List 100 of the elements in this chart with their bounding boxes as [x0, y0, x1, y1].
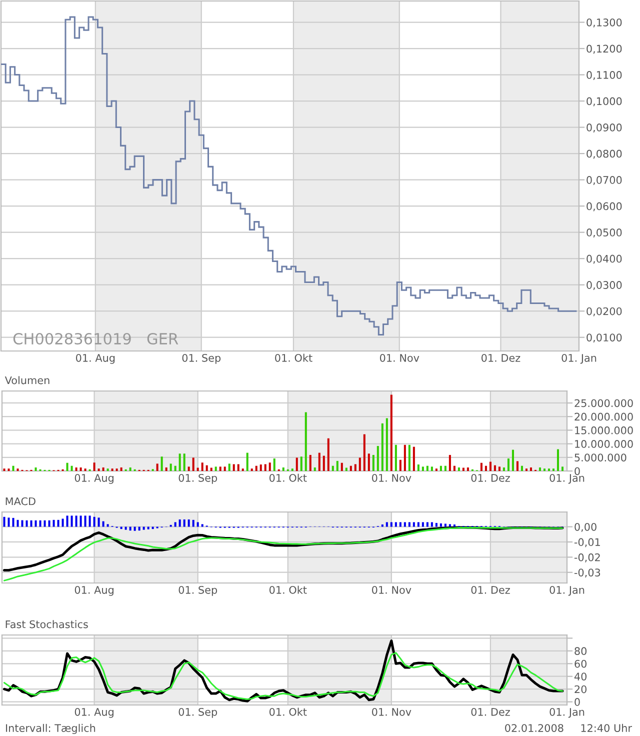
bar: [3, 516, 6, 527]
bar: [304, 412, 307, 471]
bar: [386, 418, 388, 471]
bar: [142, 526, 145, 530]
y-tick-label: 60: [574, 660, 587, 668]
y-tick-label: -0,02: [574, 553, 600, 562]
bar: [530, 467, 532, 471]
bar: [129, 526, 132, 531]
bar: [408, 444, 410, 471]
bar: [260, 464, 262, 471]
bar: [170, 464, 172, 471]
bar: [80, 467, 82, 471]
bar: [255, 466, 258, 471]
y-tick-label: -0,01: [574, 538, 600, 548]
x-tick-label: 01. Jan: [562, 354, 596, 364]
bar: [201, 524, 204, 527]
x-tick-label: 01. Dez: [482, 354, 520, 362]
bar: [98, 518, 100, 527]
bar: [210, 468, 212, 471]
annotation: CH0028361019 GER: [13, 332, 178, 345]
x-tick-label: 01. Okt: [269, 474, 307, 482]
bar: [372, 454, 374, 471]
bar: [147, 526, 150, 530]
bar: [408, 522, 410, 527]
bar: [512, 450, 514, 471]
bar: [435, 522, 438, 527]
x-tick-label: 01. Dez: [471, 474, 510, 482]
y-tick-label: 0: [574, 698, 580, 706]
text: 12:40 Uhr: [581, 724, 632, 732]
bar: [394, 522, 397, 527]
bar: [120, 526, 122, 530]
bar: [282, 467, 284, 471]
y-tick-label: 0,0200: [586, 307, 622, 316]
bar: [273, 458, 276, 471]
bar: [404, 522, 406, 527]
bar: [318, 452, 320, 471]
bar: [412, 446, 415, 471]
bar: [422, 522, 424, 527]
line-series: [3, 527, 564, 582]
bar: [444, 466, 446, 471]
bar: [196, 468, 199, 471]
x-tick-label: 01. Nov: [372, 474, 412, 482]
x-tick-label: 01. Okt: [269, 708, 307, 716]
y-tick-label: 5.000.000: [574, 454, 626, 462]
bar: [354, 464, 356, 471]
bar: [237, 464, 240, 471]
bar: [156, 464, 158, 471]
x-tick-label: 01. Aug: [74, 586, 114, 596]
bar: [75, 516, 78, 527]
x-tick-label: 01. Dez: [471, 586, 510, 594]
bar: [426, 466, 428, 471]
x-tick-label: 01. Aug: [76, 354, 115, 364]
bar: [39, 520, 42, 527]
bar: [296, 458, 298, 471]
y-tick-label: 0,0400: [586, 254, 622, 264]
y-tick-label: 0,1000: [586, 97, 622, 106]
x-tick-label: 01. Sep: [178, 708, 218, 718]
x-tick-label: 01. Nov: [372, 708, 412, 716]
bar: [165, 467, 168, 471]
bar: [152, 526, 154, 530]
line-series: [3, 652, 564, 700]
bar: [88, 516, 91, 527]
bar: [556, 449, 560, 471]
bar: [480, 462, 482, 471]
x-tick-label: 01. Jan: [550, 586, 584, 596]
y-tick-label: 20: [574, 685, 587, 694]
bar: [394, 444, 397, 471]
bar: [134, 526, 136, 531]
bar: [66, 516, 68, 527]
bar: [561, 466, 564, 471]
bar: [183, 454, 186, 471]
bar: [462, 468, 464, 471]
y-tick-label: 0: [574, 467, 580, 476]
bar: [102, 521, 104, 527]
y-tick-label: -0,03: [574, 568, 600, 578]
bar: [340, 462, 343, 471]
bar: [417, 464, 420, 471]
bar: [183, 519, 186, 527]
bar: [120, 467, 122, 471]
chart-title: MACD: [6, 497, 36, 506]
bar: [160, 456, 163, 471]
x-tick-label: 01. Aug: [74, 474, 114, 484]
bar: [106, 524, 109, 527]
bar: [327, 438, 330, 471]
bar: [232, 464, 235, 471]
bar: [466, 467, 469, 471]
x-tick-label: 01. Jan: [550, 474, 584, 484]
text: Intervall: Tæglich: [6, 724, 96, 734]
bar: [376, 446, 379, 471]
y-tick-label: 0,0700: [586, 176, 622, 185]
bar: [44, 520, 46, 527]
bar: [332, 466, 334, 471]
bar: [386, 522, 388, 527]
bar: [399, 522, 402, 527]
y-tick-label: 0,0100: [586, 334, 622, 343]
x-tick-label: 01. Dez: [471, 708, 510, 716]
bar: [201, 462, 204, 471]
bar: [206, 465, 208, 471]
y-tick-label: 0,0500: [586, 228, 622, 238]
x-tick-label: 01. Sep: [182, 354, 221, 364]
